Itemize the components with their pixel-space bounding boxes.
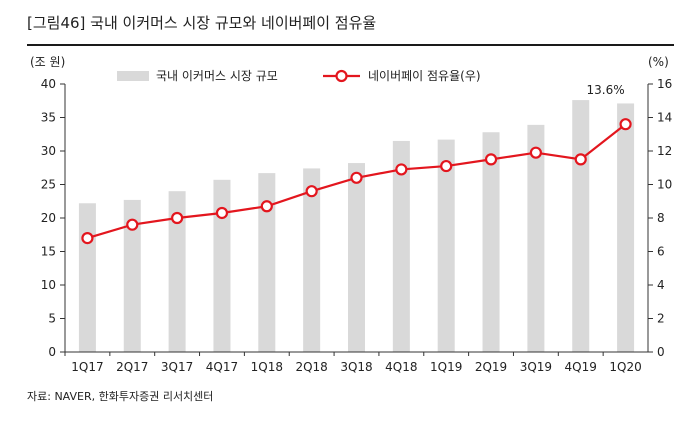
bar-1Q18 <box>258 173 276 352</box>
share-point-4Q18 <box>395 163 408 176</box>
bar-2Q19 <box>482 132 500 352</box>
right-axis-tick-label: 14 <box>657 111 672 125</box>
bar-1Q17 <box>78 203 96 352</box>
left-axis-tick-label: 10 <box>41 278 56 292</box>
bar-series <box>78 100 635 353</box>
bar-1Q20 <box>617 103 635 353</box>
bar-3Q17 <box>168 191 186 352</box>
share-point-3Q18 <box>350 171 363 184</box>
legend-line-marker <box>335 69 348 83</box>
bar-4Q17 <box>213 179 231 352</box>
right-axis-tick-label: 6 <box>657 245 665 259</box>
bar-3Q19 <box>527 124 545 353</box>
y-axis-ticks: 0 5 10 15 20 25 30 35 40 0 2 4 6 8 10 12 14 16 <box>41 77 673 359</box>
share-point-4Q19 <box>574 153 587 166</box>
share-point-2Q17 <box>126 218 139 231</box>
x-axis-tick-label: 3Q19 <box>520 360 552 374</box>
left-axis-tick-label: 40 <box>41 77 56 91</box>
share-point-1Q20 <box>619 118 632 131</box>
bar-3Q18 <box>348 163 365 352</box>
bar-1Q19 <box>437 139 455 352</box>
x-axis-tick-label: 2Q18 <box>295 360 327 374</box>
left-axis-tick-label: 0 <box>48 345 56 359</box>
x-axis-tick-label: 4Q18 <box>385 360 417 374</box>
legend-bar-swatch <box>117 71 149 81</box>
x-axis-tick-label: 3Q18 <box>340 360 372 374</box>
left-axis-tick-label: 30 <box>41 144 56 158</box>
right-axis-unit: (%) <box>648 55 669 69</box>
right-axis-tick-label: 2 <box>657 312 665 326</box>
x-axis-tick-label: 2Q19 <box>475 360 507 374</box>
left-axis-tick-label: 35 <box>41 111 56 125</box>
legend-bar-label: 국내 이커머스 시장 규모 <box>156 69 278 83</box>
combo-chart: 0 5 10 15 20 25 30 35 40 0 2 4 6 8 10 12 14 16 13.6% 1Q17… <box>30 55 673 374</box>
legend: 국내 이커머스 시장 규모 네이버페이 점유율(우) <box>117 69 481 83</box>
right-axis-tick-label: 8 <box>657 211 665 225</box>
share-point-1Q18 <box>260 200 273 213</box>
chart-title: [그림46] 국내 이커머스 시장 규모와 네이버페이 점유율 <box>27 14 377 32</box>
axes: 1Q17 2Q17 3Q17 4Q17 1Q18 2Q18 3Q18 4Q18 1Q19 2Q19… <box>64 84 649 374</box>
share-point-1Q19 <box>440 159 453 173</box>
x-axis-tick-label: 1Q20 <box>609 360 641 374</box>
bar-4Q19 <box>572 100 590 352</box>
left-axis-tick-label: 5 <box>48 312 56 326</box>
left-axis-tick-label: 20 <box>41 211 56 225</box>
x-axis-tick-label: 4Q17 <box>206 360 238 374</box>
right-axis-tick-label: 16 <box>657 77 672 91</box>
x-axis-tick-label: 4Q19 <box>565 360 597 374</box>
share-point-1Q17 <box>81 232 94 245</box>
left-axis-tick-label: 25 <box>41 178 56 192</box>
share-point-2Q18 <box>305 185 318 198</box>
x-axis-tick-label: 1Q19 <box>430 360 462 374</box>
x-axis-tick-label: 2Q17 <box>116 360 148 374</box>
share-point-3Q17 <box>171 211 184 225</box>
bar-2Q18 <box>303 168 321 352</box>
right-axis-tick-label: 12 <box>657 144 672 158</box>
right-axis-tick-label: 4 <box>657 278 665 292</box>
share-point-2Q19 <box>484 153 498 166</box>
left-axis-tick-label: 15 <box>41 245 56 259</box>
data-label: 13.6% <box>587 83 625 97</box>
title-divider <box>27 44 674 46</box>
x-axis-tick-label: 1Q17 <box>71 360 103 374</box>
share-point-3Q19 <box>529 146 542 159</box>
bar-4Q18 <box>392 140 410 352</box>
share-point-4Q17 <box>215 206 229 220</box>
right-axis-tick-label: 10 <box>657 178 672 192</box>
line-series: 13.6% <box>81 83 632 245</box>
bar-2Q17 <box>123 199 141 352</box>
right-axis-tick-label: 0 <box>657 345 665 359</box>
x-axis-tick-label: 3Q17 <box>161 360 193 374</box>
left-axis-unit: (조 원) <box>30 55 65 69</box>
legend-line-label: 네이버페이 점유율(우) <box>368 69 481 83</box>
x-axis-tick-label: 1Q18 <box>251 360 283 374</box>
source-note: 자료: NAVER, 한화투자증권 리서치센터 <box>27 390 214 403</box>
